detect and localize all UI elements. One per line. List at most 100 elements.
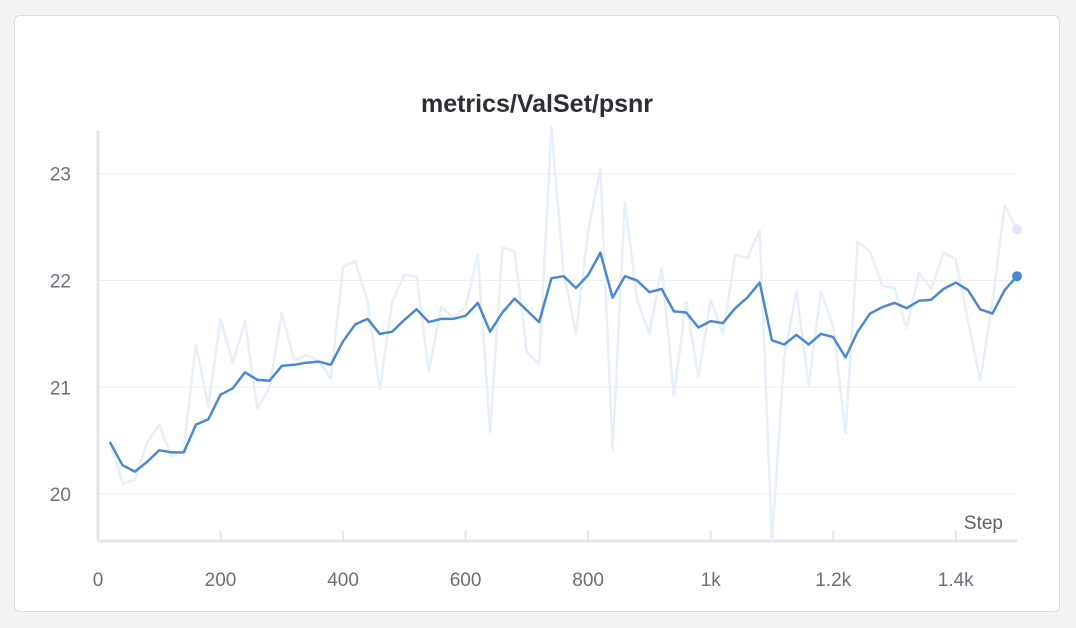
raw-series-point xyxy=(366,300,370,304)
raw-series-point xyxy=(770,539,774,543)
y-tick-label: 22 xyxy=(50,271,71,292)
smoothed-series-point xyxy=(794,333,798,337)
smoothed-series-point xyxy=(415,307,419,311)
raw-series-point xyxy=(378,387,382,391)
smoothed-series-point xyxy=(978,307,982,311)
smoothed-series-point xyxy=(427,320,431,324)
smoothed-series-point xyxy=(476,301,480,305)
smoothed-series-point xyxy=(611,296,615,300)
raw-series-point xyxy=(733,253,737,257)
raw-series-point xyxy=(856,240,860,244)
y-tick-label: 23 xyxy=(50,165,71,186)
raw-series-point xyxy=(292,359,296,363)
raw-series-point xyxy=(329,377,333,381)
smoothed-series-point xyxy=(990,312,994,316)
smoothed-series-point xyxy=(170,450,174,454)
raw-series-point xyxy=(611,448,615,452)
raw-series-point xyxy=(427,369,431,373)
raw-series-point xyxy=(1003,204,1007,208)
raw-series-point xyxy=(966,319,970,323)
smoothed-series-point xyxy=(488,330,492,334)
end-markers xyxy=(1012,224,1022,282)
smoothed-series-point xyxy=(868,312,872,316)
raw-series-point xyxy=(304,353,308,357)
smoothed-series-point xyxy=(219,393,223,397)
raw-series-point xyxy=(219,317,223,321)
smoothed-series-point xyxy=(255,378,259,382)
smoothed-series-point xyxy=(831,335,835,339)
raw-series-point xyxy=(696,375,700,379)
raw-series-point xyxy=(280,311,284,315)
raw-series-point xyxy=(721,332,725,336)
smoothed-series-point xyxy=(464,314,468,318)
raw-series-point xyxy=(598,166,602,170)
smoothed-series-point xyxy=(758,281,762,285)
raw-series-point xyxy=(745,256,749,260)
x-tick-label: 200 xyxy=(205,570,237,591)
smoothed-series-point xyxy=(721,321,725,325)
smoothed-series-point xyxy=(562,274,566,278)
raw-series-point xyxy=(488,430,492,434)
raw-series-point xyxy=(390,300,394,304)
smoothed-series-point xyxy=(157,448,161,452)
smoothed-series-point xyxy=(598,251,602,255)
smoothed-series-point xyxy=(402,318,406,322)
smoothed-series-point xyxy=(268,379,272,383)
smoothed-series-point xyxy=(145,460,149,464)
raw-series-point xyxy=(978,379,982,383)
smoothed-series-point xyxy=(623,274,627,278)
smoothed-series-point xyxy=(635,278,639,282)
raw-series-point xyxy=(525,350,529,354)
raw-series-point xyxy=(917,271,921,275)
smoothed-series-point xyxy=(929,298,933,302)
y-tick-label: 20 xyxy=(50,485,71,506)
raw-series-point xyxy=(231,361,235,365)
raw-series-point xyxy=(255,407,259,411)
smoothed-series-point xyxy=(537,320,541,324)
grid-lines xyxy=(98,173,1017,495)
raw-series-point xyxy=(402,273,406,277)
smoothed-series-point xyxy=(439,317,443,321)
x-tick-label: 400 xyxy=(327,570,359,591)
raw-series-point xyxy=(684,300,688,304)
x-tick-label: 1.2k xyxy=(815,570,851,591)
raw-series-point xyxy=(549,125,553,129)
smoothed-series-point xyxy=(353,322,357,326)
raw-series-point xyxy=(819,289,823,293)
smoothed-series-point xyxy=(341,339,345,343)
smoothed-series-point xyxy=(574,286,578,290)
smoothed-series-point xyxy=(807,343,811,347)
axes xyxy=(96,131,1017,543)
line-chart[interactable]: 20 21 22 23 0 200 400 600 800 1k 1.2k 1.4k Step xyxy=(15,16,1061,613)
smoothed-series-point xyxy=(696,325,700,329)
raw-series-point xyxy=(206,404,210,408)
x-tick-label: 600 xyxy=(450,570,482,591)
raw-series-point xyxy=(831,324,835,328)
smoothed-series-point xyxy=(941,287,945,291)
series-lines xyxy=(109,125,1019,543)
smoothed-series-point xyxy=(549,276,553,280)
smoothed-series-point xyxy=(378,332,382,336)
raw-series-point xyxy=(672,393,676,397)
raw-series-point xyxy=(807,383,811,387)
smoothed-series-point xyxy=(843,355,847,359)
smoothed-series-point xyxy=(243,370,247,374)
smoothed-series-point xyxy=(880,305,884,309)
smoothed-series-point xyxy=(782,343,786,347)
smoothed-series-point xyxy=(856,330,860,334)
raw-series-point xyxy=(415,274,419,278)
smoothed-series-end-marker xyxy=(1012,271,1022,282)
raw-series-point xyxy=(586,229,590,233)
x-tick-label: 0 xyxy=(93,570,104,591)
smoothed-series-point xyxy=(733,306,737,310)
smoothed-series-point xyxy=(231,386,235,390)
raw-series-point xyxy=(647,332,651,336)
raw-series-point xyxy=(758,228,762,232)
y-tick-labels: 20 21 22 23 xyxy=(50,165,71,506)
smoothed-series-point xyxy=(194,423,198,427)
raw-series-point xyxy=(794,289,798,293)
smoothed-series-point xyxy=(329,363,333,367)
smoothed-series-point xyxy=(954,281,958,285)
smoothed-series-point xyxy=(647,290,651,294)
raw-series-point xyxy=(145,441,149,445)
